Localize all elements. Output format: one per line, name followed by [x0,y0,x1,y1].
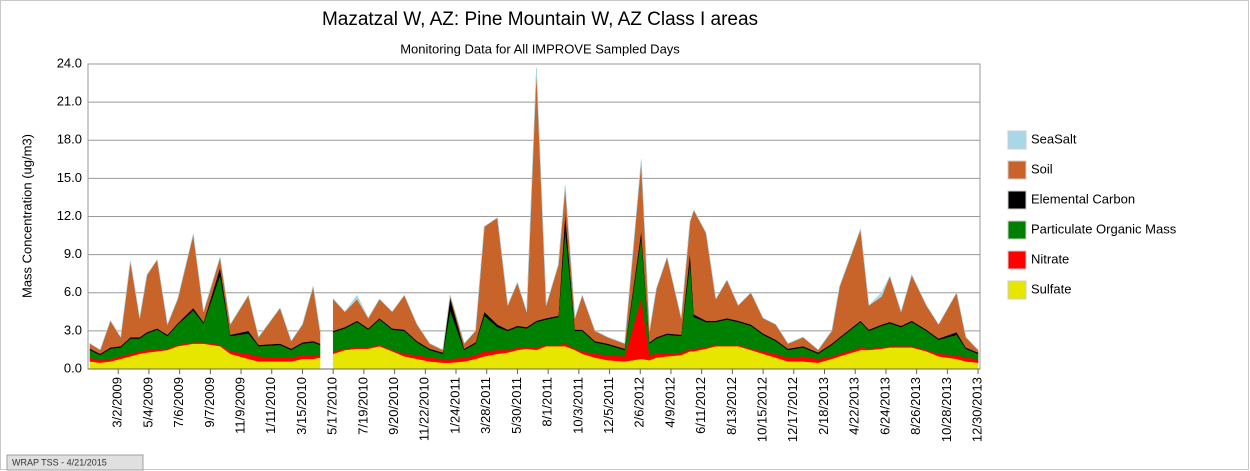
y-tick-label: 0.0 [64,360,82,375]
x-tick-label: 9/7/2009 [202,377,217,428]
x-tick-label: 6/11/2012 [693,377,708,434]
x-tick-label: 3/15/2010 [294,377,309,435]
legend-label: Soil [1031,161,1053,176]
x-tick-label: 10/28/2013 [939,377,954,442]
x-tick-label: 8/26/2013 [908,377,923,435]
footer: WRAP TSS - 4/21/2015 [12,457,107,467]
legend-swatch [1007,160,1027,180]
x-tick-label: 4/22/2013 [847,377,862,435]
x-tick-label: 12/17/2012 [785,377,800,442]
legend-label: Elemental Carbon [1031,191,1135,206]
y-tick-label: 6.0 [64,284,82,299]
x-tick-label: 2/18/2013 [816,377,831,435]
x-tick-label: 10/15/2012 [755,377,770,442]
x-tick-label: 9/20/2010 [386,377,401,435]
x-tick-label: 10/3/2011 [570,377,585,434]
legend-swatch [1007,280,1027,300]
chart-subtitle: Monitoring Data for All IMPROVE Sampled … [400,41,680,56]
x-tick-label: 12/30/2013 [969,377,984,442]
x-tick-label: 7/6/2009 [171,377,186,428]
x-tick-label: 1/11/2010 [263,377,278,434]
y-tick-label: 21.0 [57,94,82,109]
x-tick-label: 2/6/2012 [632,377,647,428]
legend-label: SeaSalt [1031,131,1077,146]
x-tick-label: 7/19/2010 [355,377,370,435]
area-5 [89,67,979,351]
y-axis-label: Mass Concentration (ug/m3) [19,134,34,298]
footer-box [6,454,144,471]
x-tick-label: 3/28/2011 [478,377,493,434]
x-tick-label: 8/13/2012 [724,377,739,435]
chart-title: Mazatzal W, AZ: Pine Mountain W, AZ Clas… [322,9,758,30]
legend-label: Particulate Organic Mass [1031,221,1177,236]
y-tick-label: 12.0 [57,208,82,223]
x-tick-label: 5/30/2011 [509,377,524,434]
legend-label: Nitrate [1031,251,1069,266]
x-tick-label: 8/1/2011 [540,377,555,427]
legend-swatch [1007,130,1027,150]
x-tick-label: 5/4/2009 [140,377,155,428]
x-tick-label: 4/9/2012 [662,377,677,428]
x-tick-label: 11/22/2010 [417,377,432,441]
y-tick-label: 24.0 [57,55,82,70]
legend-swatch [1007,220,1027,240]
legend-swatch [1007,190,1027,210]
x-tick-label: 5/17/2010 [325,377,340,435]
x-tick-label: 12/5/2011 [601,377,616,434]
x-tick-label: 6/24/2013 [877,377,892,435]
x-tick-label: 3/2/2009 [110,377,125,428]
legend-swatch [1007,250,1027,270]
legend-label: Sulfate [1031,281,1071,296]
y-tick-label: 18.0 [57,132,82,147]
y-tick-label: 9.0 [64,246,82,261]
x-tick-label: 1/24/2011 [447,377,462,434]
y-tick-label: 3.0 [64,322,82,337]
x-tick-label: 11/9/2009 [232,377,247,434]
y-tick-label: 15.0 [57,170,82,185]
